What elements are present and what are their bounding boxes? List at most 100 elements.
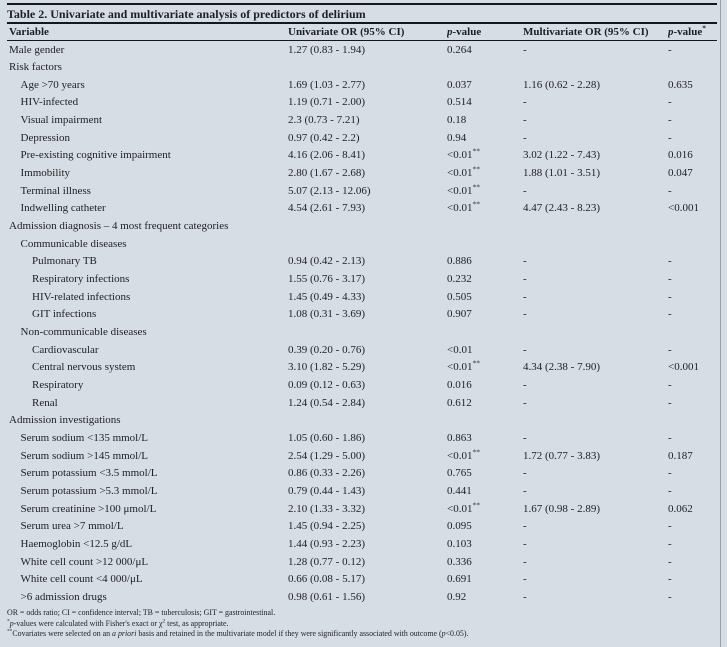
p-italic: p [447, 26, 453, 38]
multivariate-or-value: - [523, 467, 527, 480]
row-label: Central nervous system [32, 361, 136, 374]
column-header-p-value-multivariate: p-value* [668, 25, 717, 39]
univariate-p-value: 0.103 [447, 537, 472, 550]
footnote-text: basis and retained in the multivariate m… [136, 629, 442, 639]
table-row: >6 admission drugs 0.98 (0.61 - 1.56) 0.… [7, 589, 717, 607]
multivariate-or-value: 4.34 (2.38 - 7.90) [523, 361, 600, 374]
row-label: Pulmonary TB [32, 255, 97, 268]
univariate-or-value: 1.05 (0.60 - 1.86) [288, 431, 365, 444]
univariate-or-value [288, 218, 447, 236]
univariate-or-value: 0.86 (0.33 - 2.26) [288, 467, 365, 480]
univariate-or-value: 0.39 (0.20 - 0.76) [288, 343, 365, 356]
p-significance-marker: ** [472, 447, 480, 456]
univariate-p-value: 0.886 [447, 255, 472, 268]
table-row: Communicable diseases [7, 236, 717, 254]
multivariate-or-value: - [523, 184, 527, 197]
row-label: Serum potassium <3.5 mmol/L [20, 467, 158, 480]
univariate-or-value: 2.10 (1.33 - 3.32) [288, 502, 365, 515]
p-significance-marker: ** [472, 165, 480, 174]
row-label: Admission diagnosis – 4 most frequent ca… [9, 220, 229, 233]
variable-cell: >6 admission drugs [7, 589, 288, 607]
row-label: Admission investigations [9, 414, 121, 427]
multivariate-p-value: - [668, 255, 672, 268]
variable-cell: Serum creatinine >100 μmol/L [7, 501, 288, 519]
multivariate-or-value: - [523, 273, 527, 286]
univariate-p-value: 0.94 [447, 131, 467, 144]
univariate-or-value: 1.45 (0.49 - 4.33) [288, 290, 365, 303]
univariate-p-value: <0.01 [447, 361, 473, 374]
variable-cell: Male gender [7, 42, 288, 60]
univariate-p-value: <0.01 [447, 149, 473, 162]
row-label: Respiratory infections [32, 273, 130, 286]
univariate-or-value [288, 236, 447, 254]
multivariate-or-value [523, 324, 668, 342]
univariate-p-cell: <0.01** [447, 183, 523, 201]
univariate-p-value: 0.691 [447, 573, 472, 586]
univariate-or-value: 2.54 (1.29 - 5.00) [288, 449, 365, 462]
univariate-p-cell: 0.886 [447, 253, 523, 271]
row-label: Haemoglobin <12.5 g/dL [20, 537, 133, 550]
multivariate-or-value [523, 236, 668, 254]
column-header-multivariate-or: Multivariate OR (95% CI) [523, 26, 649, 38]
row-label: White cell count >12 000/μL [20, 555, 149, 568]
variable-cell: Terminal illness [7, 183, 288, 201]
multivariate-or-value [523, 412, 668, 430]
univariate-or-value: 2.3 (0.73 - 7.21) [288, 114, 360, 127]
univariate-or-value [288, 412, 447, 430]
univariate-or-value: 1.24 (0.54 - 2.84) [288, 396, 365, 409]
multivariate-or-value: 1.16 (0.62 - 2.28) [523, 78, 600, 91]
variable-cell: Risk factors [7, 59, 288, 77]
table-row: Serum sodium <135 mmol/L 1.05 (0.60 - 1.… [7, 430, 717, 448]
multivariate-or-value: - [523, 431, 527, 444]
multivariate-or-value: - [523, 555, 527, 568]
multivariate-or-value: - [523, 255, 527, 268]
table-rows: Male gender 1.27 (0.83 - 1.94) 0.264 - -… [7, 42, 717, 607]
univariate-or-value: 0.98 (0.61 - 1.56) [288, 590, 365, 603]
chi-squared-superscript: 2 [162, 618, 166, 625]
variable-cell: Admission investigations [7, 412, 288, 430]
table-row: Serum potassium <3.5 mmol/L 0.86 (0.33 -… [7, 465, 717, 483]
univariate-or-value [288, 59, 447, 77]
table-row: Admission diagnosis – 4 most frequent ca… [7, 218, 717, 236]
table-title: Table 2. Univariate and multivariate ana… [7, 6, 366, 21]
row-label: White cell count <4 000/μL [20, 573, 143, 586]
footnote-marker: ** [7, 628, 13, 635]
univariate-p-value: 0.18 [447, 114, 467, 127]
multivariate-p-value: 0.062 [668, 502, 693, 515]
multivariate-p-value: - [668, 184, 672, 197]
table-row: Non-communicable diseases [7, 324, 717, 342]
multivariate-or-value: - [523, 96, 527, 109]
multivariate-p-value: - [668, 396, 672, 409]
column-header-p-value: p-value [447, 25, 523, 39]
univariate-p-cell [447, 412, 523, 430]
univariate-or-value: 1.28 (0.77 - 0.12) [288, 555, 365, 568]
row-label: Serum potassium >5.3 mmol/L [20, 484, 158, 497]
variable-cell: Communicable diseases [7, 236, 288, 254]
univariate-p-value: 0.441 [447, 484, 472, 497]
variable-cell: Serum sodium >145 mmol/L [7, 448, 288, 466]
multivariate-p-value: - [668, 573, 672, 586]
univariate-p-cell: 0.94 [447, 130, 523, 148]
univariate-p-value: 0.095 [447, 520, 472, 533]
multivariate-or-value: - [523, 378, 527, 391]
footnote-text: <0.05). [445, 629, 469, 639]
row-label: Serum sodium >145 mmol/L [20, 449, 149, 462]
table-row: Risk factors [7, 59, 717, 77]
p-italic: p [9, 618, 14, 628]
table-row: Pulmonary TB 0.94 (0.42 - 2.13) 0.886 - … [7, 253, 717, 271]
univariate-or-value: 1.69 (1.03 - 2.77) [288, 78, 365, 91]
p-italic: p [668, 26, 674, 38]
univariate-p-cell: 0.336 [447, 554, 523, 572]
multivariate-p-value: - [668, 308, 672, 321]
table-row: Admission investigations [7, 412, 717, 430]
univariate-p-cell: 0.441 [447, 483, 523, 501]
multivariate-p-value [668, 412, 717, 430]
variable-cell: Respiratory [7, 377, 288, 395]
multivariate-or-value: 1.67 (0.98 - 2.89) [523, 502, 600, 515]
univariate-p-value: <0.01 [447, 449, 473, 462]
variable-cell: Visual impairment [7, 112, 288, 130]
header-rule [7, 40, 717, 42]
row-label: Visual impairment [20, 114, 103, 127]
univariate-or-value: 1.19 (0.71 - 2.00) [288, 96, 365, 109]
